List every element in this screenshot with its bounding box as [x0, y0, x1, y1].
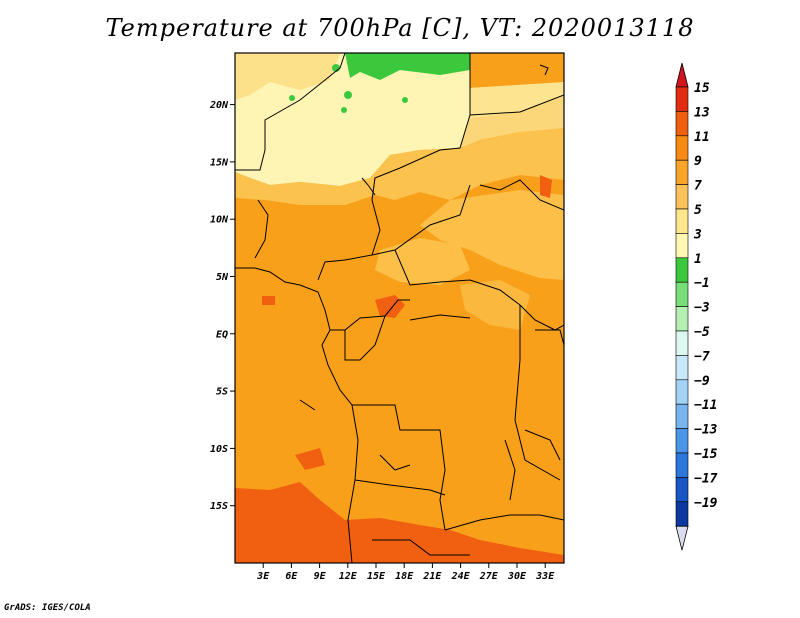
zone-11-13-west: [295, 448, 325, 470]
colorbar-segment: [675, 355, 689, 381]
colorbar-label: 7: [694, 179, 702, 194]
lon-label: 21E: [422, 571, 442, 582]
lon-label: 30E: [507, 571, 527, 582]
colorbar-segment: [675, 159, 689, 185]
colorbar-segment: [675, 306, 689, 332]
lat-label: 15S: [210, 501, 228, 512]
zone-7-9: [235, 128, 564, 205]
colorbar-segment: [675, 452, 689, 478]
zone-5-7-north: [235, 53, 340, 100]
lon-label: 9E: [314, 571, 327, 582]
lon-label: 24E: [451, 571, 471, 582]
colorbar-label: −15: [694, 447, 718, 462]
colorbar-segment: [675, 184, 689, 210]
colorbar-label: −1: [694, 276, 710, 291]
lon-label: 33E: [535, 571, 555, 582]
temperature-field: [235, 53, 564, 563]
lat-label: 20N: [209, 100, 229, 111]
lat-label: 15N: [210, 157, 229, 168]
colorbar-bottom-arrow: [675, 525, 689, 551]
colorbar-label: 1: [694, 252, 702, 267]
lon-label: 27E: [479, 571, 499, 582]
colorbar-segment: [675, 428, 689, 454]
colorbar-segment: [675, 281, 689, 307]
colorbar-segment: [675, 501, 689, 527]
lon-label: 18E: [395, 571, 414, 582]
zone-11-13-patch3: [262, 296, 275, 305]
colorbar-segment: [675, 233, 689, 259]
colorbar-segment: [675, 257, 689, 283]
colorbar-segment: [675, 379, 689, 405]
zone-1-3-north: [345, 53, 470, 80]
zone-7-9-patch3: [460, 280, 530, 330]
lat-label: 10N: [210, 215, 229, 226]
map-title: Temperature at 700hPa [C], VT: 202001311…: [105, 14, 695, 42]
latitude-axis: 20N 15N 10N 5N EQ 5S 10S 15S: [209, 100, 235, 512]
zone-7-9-patch2: [375, 238, 470, 285]
colorbar-label: −9: [694, 374, 710, 389]
colorbar-segment: [675, 135, 689, 161]
colorbar-label: 13: [694, 105, 710, 120]
colorbar-label: −11: [694, 398, 717, 413]
lat-label: 10S: [210, 444, 228, 455]
lat-label: EQ: [216, 329, 228, 340]
longitude-axis: 3E 6E 9E 12E 15E 18E 21E 24E 27E 30E 33E: [256, 563, 555, 582]
colorbar-label: −19: [694, 496, 718, 511]
colorbar-label: −7: [694, 349, 710, 364]
map-frame: [234, 52, 565, 564]
lon-label: 15E: [367, 571, 386, 582]
zone-11-13-patch2: [540, 175, 552, 198]
boundaries: [235, 53, 564, 563]
zone-5-7-east: [460, 82, 564, 148]
colorbar-segment: [675, 208, 689, 234]
colorbar-label: 3: [693, 227, 702, 242]
colorbar-label: 9: [694, 154, 702, 169]
colorbar-segment: [675, 403, 689, 429]
zone-7-9-patch: [420, 190, 564, 280]
lat-label: 5N: [216, 272, 229, 283]
lon-label: 3E: [256, 571, 270, 582]
colorbar: 15 13 11 9 7 5 3 1 −1 −3 −5 −7 −9 −11 −13 −15 −17 −19: [675, 62, 718, 551]
lon-label: 6E: [285, 571, 298, 582]
colorbar-label: −17: [694, 471, 718, 486]
colorbar-segment: [675, 111, 689, 137]
colorbar-label: −13: [694, 423, 718, 438]
lon-label: 12E: [339, 571, 358, 582]
colorbar-label: 15: [694, 81, 710, 96]
colorbar-segment: [675, 477, 689, 503]
colorbar-segment: [675, 86, 689, 112]
grads-credit: GrADS: IGES/COLA: [4, 603, 91, 613]
colorbar-segment: [675, 330, 689, 356]
colorbar-label: −5: [694, 325, 710, 340]
colorbar-top-arrow: [675, 62, 689, 88]
colorbar-label: −3: [694, 301, 710, 316]
colorbar-label: 5: [694, 203, 702, 218]
colorbar-label: 11: [694, 130, 710, 145]
lat-label: 5S: [216, 387, 228, 398]
zone-11-13-sw: [235, 488, 345, 563]
